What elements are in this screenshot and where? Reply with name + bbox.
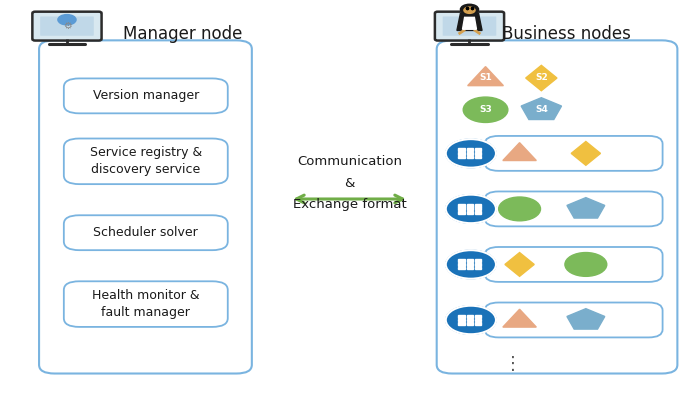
FancyBboxPatch shape [40,16,94,36]
Text: Business nodes: Business nodes [502,25,630,43]
Bar [467,263,473,266]
FancyBboxPatch shape [484,302,663,338]
FancyBboxPatch shape [484,191,663,226]
Bar [475,152,482,155]
Circle shape [463,97,508,123]
Bar [459,211,465,214]
Polygon shape [567,198,605,218]
Polygon shape [505,253,534,276]
Text: ⚙: ⚙ [63,21,71,31]
Circle shape [565,253,607,276]
Bar [475,207,482,211]
Text: S2: S2 [535,73,548,82]
Bar [475,148,482,151]
Circle shape [446,250,496,279]
Bar [467,322,473,325]
Bar [467,259,473,262]
Text: S1: S1 [479,73,492,82]
Bar [475,211,482,214]
Text: S4: S4 [535,105,548,114]
FancyArrowPatch shape [296,195,403,203]
FancyBboxPatch shape [64,78,228,113]
Bar [467,318,473,322]
Polygon shape [503,309,536,327]
Text: Manager node: Manager node [123,25,242,43]
Bar [459,315,465,318]
Polygon shape [571,142,600,165]
Bar [467,204,473,207]
FancyBboxPatch shape [64,215,228,250]
Bar [475,267,482,269]
Bar [459,152,465,155]
Bar [459,156,465,158]
Bar [475,322,482,325]
Polygon shape [521,98,561,119]
Bar [459,267,465,269]
Polygon shape [567,309,605,329]
Circle shape [446,195,496,223]
FancyBboxPatch shape [442,16,496,36]
Circle shape [446,306,496,334]
Text: &: & [345,177,354,189]
Bar [459,259,465,262]
FancyBboxPatch shape [64,139,228,184]
Polygon shape [463,18,477,29]
Bar [475,263,482,266]
Bar [459,263,465,266]
Text: Communication: Communication [297,155,402,168]
Bar [475,259,482,262]
Text: Version manager: Version manager [93,90,199,102]
FancyBboxPatch shape [64,281,228,327]
Polygon shape [503,142,536,160]
Text: Scheduler solver: Scheduler solver [94,226,199,239]
Circle shape [461,4,479,15]
Bar [459,322,465,325]
Bar [459,204,465,207]
Text: Service registry &
discovery service: Service registry & discovery service [89,146,202,176]
Circle shape [464,7,475,14]
FancyBboxPatch shape [484,136,663,171]
Bar [459,207,465,211]
FancyBboxPatch shape [32,12,101,41]
Circle shape [446,139,496,168]
FancyBboxPatch shape [435,12,504,41]
Bar [467,207,473,211]
Bar [475,204,482,207]
Polygon shape [468,66,503,86]
Bar [475,315,482,318]
Text: S3: S3 [479,105,492,114]
Bar [467,152,473,155]
Text: ⋮: ⋮ [505,355,522,373]
Bar [475,156,482,158]
Polygon shape [526,65,557,91]
Text: Health monitor &
fault manager: Health monitor & fault manager [92,289,200,319]
Circle shape [498,197,540,221]
Bar [459,318,465,322]
Bar [459,148,465,151]
FancyBboxPatch shape [484,247,663,282]
Circle shape [58,15,76,25]
Bar [467,148,473,151]
Bar [475,318,482,322]
Bar [467,315,473,318]
Bar [467,211,473,214]
Text: Exchange format: Exchange format [293,199,406,211]
Polygon shape [457,14,482,30]
Bar [467,267,473,269]
Bar [467,156,473,158]
